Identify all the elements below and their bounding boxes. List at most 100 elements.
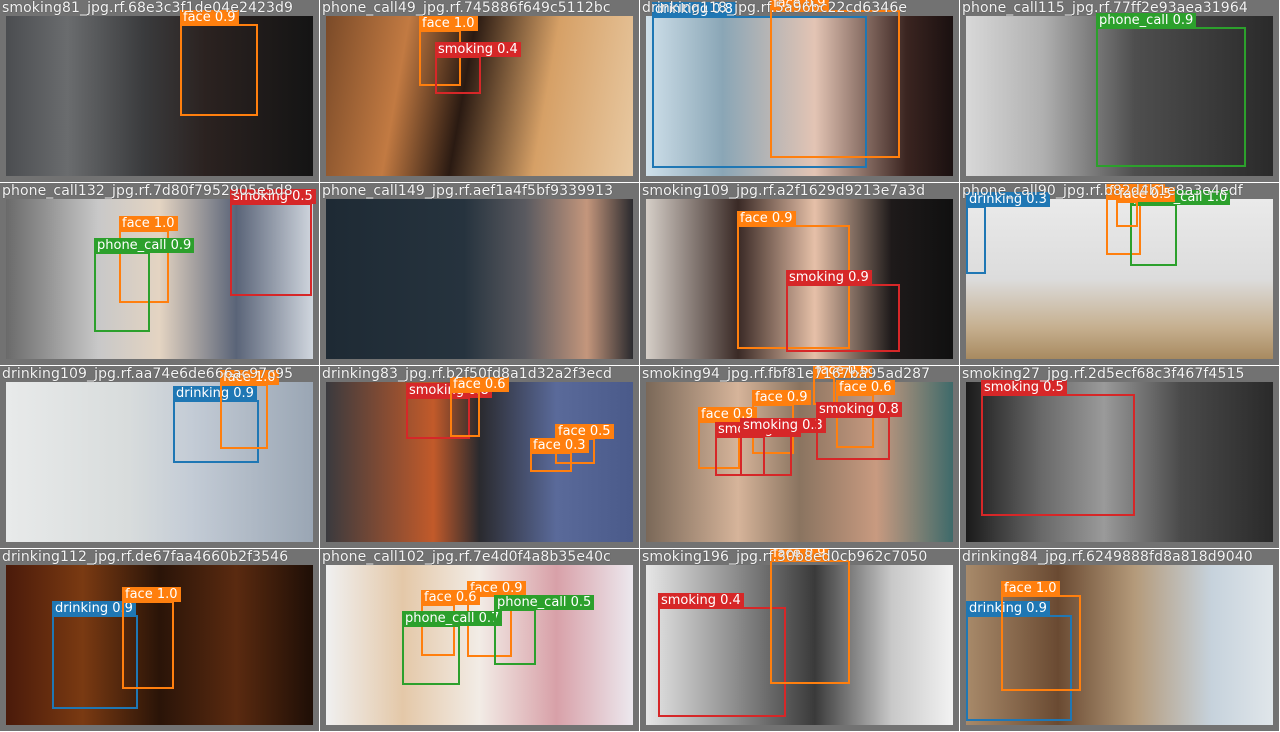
detection-label: smoking 0.5 (230, 189, 316, 204)
detection-label: face 0.9 (467, 581, 526, 596)
image-filename: phone_call132_jpg.rf.7d80f7952905e5d8 (2, 183, 293, 199)
image-tile: face 0.9 smoking 0.9 smoking109_jpg.rf.a2f… (640, 183, 960, 366)
image-filename: phone_call102_jpg.rf.7e4d0f4a8b35e40c (322, 549, 611, 565)
image-filename: phone_call149_jpg.rf.aef1a4f5bf9339913 (322, 183, 614, 199)
face-bounding-box: face 1.0 (220, 370, 279, 449)
detection-label: smoking 0.9 (786, 270, 872, 285)
detection-label: face 0.9 (752, 390, 811, 405)
detection-label: face 0.9 (770, 549, 829, 561)
smoking-bounding-box: smoking 0.8 (816, 402, 902, 460)
detection-label: face 0.9 (180, 10, 239, 25)
detection-label: face 0.6 (450, 377, 509, 392)
face-bounding-box: face 0.6 (450, 377, 509, 437)
image-filename: smoking196_jpg.rf.30b8ed0cb962c7050 (642, 549, 928, 565)
face-bounding-box: face 0.9 (770, 0, 900, 158)
photo (646, 16, 953, 176)
detection-label: drinking 0.9 (173, 386, 257, 401)
detection-label: drinking 0.8 (652, 2, 736, 17)
face-bounding-box: face 0.6 (813, 366, 872, 405)
image-filename: drinking112_jpg.rf.de67faa4660b2f3546 (2, 549, 289, 565)
detection-label: drinking 0.9 (966, 601, 1050, 616)
smoking-bounding-box: smoking 0.5 (230, 189, 316, 296)
detection-label: smoking 0.5 (981, 380, 1067, 395)
image-tile: smoking 0.5 smoking27_jpg.rf.2d5ecf68c3f4… (960, 366, 1280, 549)
detection-label: face 0.9 (770, 0, 829, 11)
photo (646, 565, 953, 725)
face-bounding-box: face 0.9 (180, 10, 258, 116)
detection-label: phone_call 0.9 (94, 238, 195, 253)
detection-label: face 0.5 (1116, 187, 1175, 202)
detection-label: face 0.9 (737, 211, 796, 226)
drinking-bounding-box: drinking 0.3 (966, 192, 1050, 274)
drinking-bounding-box: drinking 0.9 (966, 601, 1072, 721)
face-bounding-box: face 0.9 (770, 549, 850, 684)
smoking-bounding-box: smoking 0.5 (981, 380, 1135, 516)
detection-label: face 0.6 (813, 366, 872, 378)
phone-call-bounding-box: phone_call 0.9 (94, 238, 195, 332)
face-bounding-box: face 1.0 (1001, 581, 1081, 691)
image-tile: drinking 0.9 face 1.0 drinking109_jpg.rf.a… (0, 366, 320, 549)
face-bounding-box: face 0.6 (836, 380, 895, 448)
image-filename: drinking84_jpg.rf.6249888fd8a818d9040 (962, 549, 1253, 565)
detection-label: smoking 0.4 (658, 593, 744, 608)
image-tile: drinking 0.8 face 0.9 drinking118_jpg.rf.5… (640, 0, 960, 183)
photo (966, 16, 1273, 176)
image-tile: face 0.9 smoking81_jpg.rf.68e3c3f1de04e24… (0, 0, 320, 183)
image-filename: smoking94_jpg.rf.fbf81e7167ba95ad287 (642, 366, 931, 382)
detection-label: face 0.3 (530, 438, 589, 453)
detection-label: face 1.0 (1001, 581, 1060, 596)
photo (6, 382, 313, 542)
detection-label: face 1.0 (419, 16, 478, 31)
detection-label: smoking 0.3 (740, 418, 826, 433)
detection-label: smoking 0.4 (435, 42, 521, 57)
phone-call-bounding-box: phone_call 0.9 (1096, 13, 1246, 167)
detection-label: phone_call 0.5 (494, 595, 595, 610)
detection-label: phone_call 0.9 (1096, 13, 1197, 28)
drinking-bounding-box: drinking 0.9 (52, 601, 138, 709)
smoking-bounding-box: smoking 0.4 (658, 593, 786, 717)
image-tile: face 1.0 smoking 0.4 phone_call49_jpg.rf.7… (320, 0, 640, 183)
image-filename: drinking83_jpg.rf.b2f50fd8a1d32a2f3ecd (322, 366, 612, 382)
face-bounding-box: face 0.5 (1116, 187, 1175, 227)
smoking-bounding-box: smoking 0.9 (786, 270, 900, 352)
face-bounding-box: face 0.9 (467, 581, 526, 657)
face-bounding-box: face 0.3 (530, 438, 589, 472)
face-bounding-box: face 1.0 (119, 216, 178, 303)
image-filename: drinking109_jpg.rf.aa74e6de666ac97c95 (2, 366, 294, 382)
face-bounding-box: face 1.0 (122, 587, 181, 689)
image-tile: phone_call149_jpg.rf.aef1a4f5bf9339913 (320, 183, 640, 366)
face-bounding-box: face 0.9 (737, 211, 850, 349)
image-tile: smoking 0.4 face 0.9 smoking196_jpg.rf.30b… (640, 549, 960, 732)
detection-label: drinking 0.9 (52, 601, 136, 616)
phone-call-bounding-box: phone_call 0.7 (402, 611, 503, 685)
image-filename: phone_call115_jpg.rf.77ff2e93aea31964 (962, 0, 1248, 16)
photo (6, 16, 313, 176)
image-filename: phone_call90_jpg.rf.b82d4b1e8a3e4edf (962, 183, 1243, 199)
face-bounding-box: face 0.6 (421, 590, 480, 656)
image-filename: smoking109_jpg.rf.a2f1629d9213e7a3d (642, 183, 926, 199)
image-tile: phone_call 0.9 phone_call115_jpg.rf.77ff2… (960, 0, 1280, 183)
detection-label: face 0.5 (555, 424, 614, 439)
phone-call-bounding-box: phone_call 0.5 (494, 595, 595, 665)
detection-label: smoking 0.8 (816, 402, 902, 417)
face-bounding-box: face 1.0 (419, 16, 478, 86)
image-tile: smoking 0.8 face 0.6 face 0.5 face 0.3 drink… (320, 366, 640, 549)
image-filename: phone_call49_jpg.rf.745886f649c5112bc (322, 0, 611, 16)
detection-label: face 0.6 (421, 590, 480, 605)
image-filename: drinking118_jpg.rf.5a96bc22cd6346e (642, 0, 908, 16)
image-tile: face 0.9 face 0.6 phone_call 0.7 phone_call… (320, 549, 640, 732)
drinking-bounding-box: drinking 0.8 (652, 2, 867, 168)
detection-label: drinking 0.3 (966, 192, 1050, 207)
image-filename: smoking27_jpg.rf.2d5ecf68c3f467f4515 (962, 366, 1245, 382)
detection-label: face 1.0 (220, 370, 279, 385)
photo (326, 199, 633, 359)
detection-label: face 1.0 (122, 587, 181, 602)
image-tile: drinking 0.9 face 1.0 drinking112_jpg.rf.d… (0, 549, 320, 732)
detection-label: face 0.6 (836, 380, 895, 395)
photo (646, 382, 953, 542)
smoking-bounding-box: smoking 0.3 (740, 418, 826, 476)
photo (326, 16, 633, 176)
